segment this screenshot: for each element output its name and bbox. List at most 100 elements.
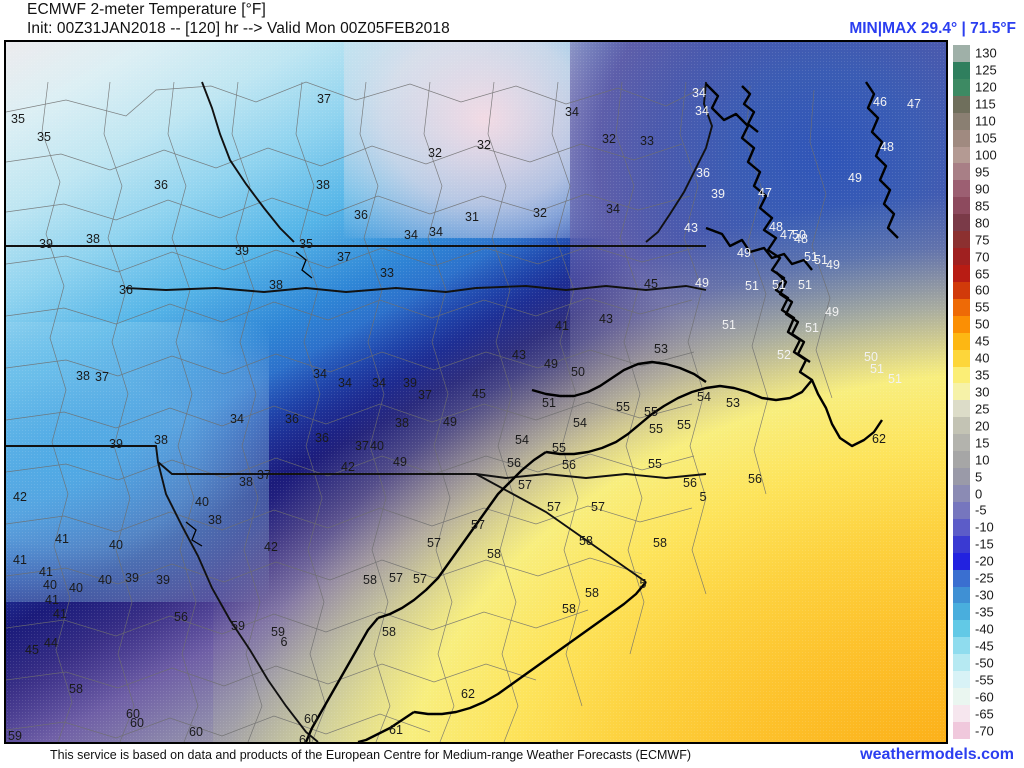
- temperature-value-label: 45: [644, 276, 658, 291]
- temperature-value-label: 52: [777, 347, 791, 362]
- temperature-value-label: 38: [86, 231, 100, 246]
- temperature-value-label: 55: [616, 399, 630, 414]
- colorbar-tick: 125: [975, 62, 997, 78]
- colorbar-tick: 85: [975, 198, 990, 214]
- temperature-value-label: 51: [814, 252, 828, 267]
- temperature-value-label: 39: [109, 436, 123, 451]
- colorbar-tick: 60: [975, 282, 990, 298]
- colorbar-tick: 35: [975, 367, 990, 383]
- temperature-value-label: 58: [382, 624, 396, 639]
- temperature-value-label: 34: [372, 375, 386, 390]
- temperature-value-label: 35: [37, 129, 51, 144]
- temperature-value-label: 37: [337, 249, 351, 264]
- colorbar-swatch: [953, 78, 970, 96]
- temperature-value-label: 43: [512, 347, 526, 362]
- temperature-value-label: 48: [794, 231, 808, 246]
- colorbar-tick: 55: [975, 299, 990, 315]
- temperature-value-label: 58: [69, 681, 83, 696]
- temperature-value-label: 58: [363, 572, 377, 587]
- colorbar-tick: -15: [975, 536, 994, 552]
- temperature-value-label: 49: [443, 414, 457, 429]
- temperature-value-label: 39: [125, 570, 139, 585]
- temperature-value-label: 51: [722, 317, 736, 332]
- temperature-value-label: 38: [395, 415, 409, 430]
- temperature-value-label: 51: [772, 277, 786, 292]
- colorbar-swatch: [953, 468, 970, 485]
- colorbar-tick: 25: [975, 401, 990, 417]
- temperature-value-label: 57: [591, 499, 605, 514]
- map-frame[interactable]: 35 35 36 39 38 39 36 38 37 38 36 35 37 33 34 34 32 32 31 32…: [4, 40, 948, 744]
- temperature-value-label: 60: [189, 724, 203, 739]
- temperature-value-label: 53: [726, 395, 740, 410]
- temperature-value-label: 36: [285, 411, 299, 426]
- brand-link[interactable]: weathermodels.com: [860, 746, 1014, 763]
- colorbar-swatch: [953, 248, 970, 265]
- temperature-value-label: 51: [870, 361, 884, 376]
- model-run-line: Init: 00Z31JAN2018 -- [120] hr --> Valid…: [27, 20, 450, 37]
- temperature-value-label: 57: [389, 570, 403, 585]
- colorbar-tick: 65: [975, 266, 990, 281]
- colorbar-swatch: [953, 146, 970, 164]
- temperature-value-label: 34: [692, 85, 706, 100]
- temperature-field[interactable]: 35 35 36 39 38 39 36 38 37 38 36 35 37 33 34 34 32 32 31 32…: [6, 42, 946, 742]
- colorbar-tick: -20: [975, 553, 994, 569]
- temperature-value-label: 32: [428, 145, 442, 160]
- temperature-value-label: 36: [315, 430, 329, 445]
- colorbar-swatch: [953, 518, 970, 536]
- temperature-value-label: 55: [552, 440, 566, 455]
- temperature-value-label: 41: [555, 318, 569, 333]
- colorbar-tick: 5: [975, 469, 983, 485]
- temperature-value-label: 47: [758, 185, 772, 200]
- temperature-value-label: 39: [711, 186, 725, 201]
- geography-overlay: [6, 81, 899, 742]
- colorbar-swatch: [953, 671, 970, 689]
- temperature-colorbar[interactable]: 130 125 120 115 110 105 100 95 90 85 80 75 70 65 60 55 5…: [953, 40, 1024, 744]
- temperature-value-label: 40: [195, 494, 209, 509]
- colorbar-swatch: [953, 434, 970, 452]
- colorbar-tick: -30: [975, 587, 994, 603]
- colorbar-tick: 30: [975, 384, 990, 400]
- temperature-value-label: 54: [573, 415, 587, 430]
- temperature-value-label: 38: [239, 474, 253, 489]
- colorbar-swatch: [953, 704, 970, 722]
- temperature-value-label: 54: [697, 389, 711, 404]
- coastline: [304, 81, 899, 742]
- temperature-value-label: 58: [562, 601, 576, 616]
- temperature-value-label: 42: [13, 489, 27, 504]
- temperature-value-label: 34: [565, 104, 579, 119]
- temperature-value-label: 47: [780, 227, 794, 242]
- colorbar-tick: 10: [975, 452, 990, 468]
- colorbar-swatch: [953, 586, 970, 604]
- temperature-value-label: 55: [649, 421, 663, 436]
- temperature-value-label: 38: [269, 277, 283, 292]
- colorbar-tick: -65: [975, 706, 994, 722]
- temperature-value-label: 32: [477, 137, 491, 152]
- temperature-value-label: 59: [231, 618, 245, 633]
- temperature-value-label: 57: [413, 571, 427, 586]
- temperature-value-label: 53: [654, 341, 668, 356]
- temperature-value-label: 40: [69, 580, 83, 595]
- temperature-value-label: 56: [562, 457, 576, 472]
- temperature-value-label: 58: [585, 585, 599, 600]
- colorbar-tick: -10: [975, 519, 994, 535]
- temperature-value-label: 49: [826, 257, 840, 272]
- colorbar-swatch: [953, 45, 970, 62]
- temperature-value-label: 60: [304, 711, 318, 726]
- temperature-value-label: 48: [880, 139, 894, 154]
- temperature-value-label: 55: [644, 404, 658, 419]
- colorbar-tick: 95: [975, 164, 990, 180]
- temperature-value-label: 38: [76, 368, 90, 383]
- temperature-value-label: 50: [792, 227, 806, 242]
- colorbar-strip[interactable]: [953, 45, 970, 739]
- colorbar-swatch: [953, 688, 970, 705]
- minmax-readout: MIN|MAX 29.4° | 71.5°F: [849, 20, 1016, 37]
- temperature-value-label: 31: [465, 209, 479, 224]
- colorbar-swatch: [953, 163, 970, 181]
- colorbar-swatch: [953, 552, 970, 570]
- temperature-value-label: 60: [126, 706, 140, 721]
- colorbar-swatch: [953, 349, 970, 367]
- colorbar-swatch: [953, 214, 970, 232]
- colorbar-tick: 130: [975, 45, 997, 61]
- temperature-value-label: 62: [461, 686, 475, 701]
